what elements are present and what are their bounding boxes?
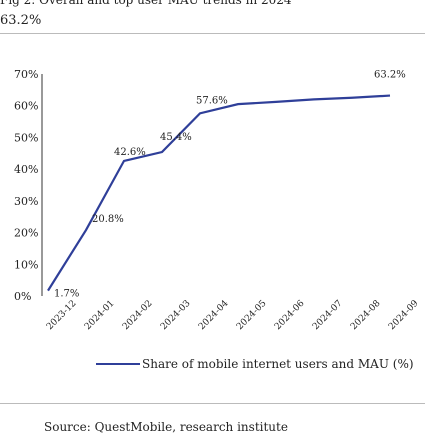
legend-line-swatch [96, 363, 140, 365]
header-title: Fig 2: Overall and top user MAU trends i… [0, 0, 292, 7]
legend: Share of mobile internet users and MAU (… [96, 356, 414, 372]
data-label: 42.6% [114, 147, 146, 158]
data-label: 1.7% [54, 289, 79, 300]
y-tick-label: 10% [14, 258, 38, 271]
source-note: Source: QuestMobile, research institute [44, 420, 288, 434]
y-tick-label: 60% [14, 100, 38, 113]
header-value: 63.2% [0, 13, 42, 28]
x-tick-label: 2024-01 [83, 299, 117, 333]
x-tick-label: 2024-06 [273, 298, 307, 332]
y-tick-label: 70% [14, 68, 38, 81]
x-tick-label: 2024-07 [311, 298, 345, 332]
x-tick-label: 2024-02 [121, 299, 155, 333]
x-tick-label: 2024-09 [387, 298, 421, 332]
x-tick-label: 2024-04 [197, 298, 231, 332]
data-label: 20.8% [92, 214, 124, 225]
top-rule [0, 33, 425, 34]
data-label: 63.2% [374, 70, 406, 81]
legend-label: Share of mobile internet users and MAU (… [142, 357, 414, 371]
series-line [47, 94, 391, 292]
bottom-rule [0, 403, 425, 404]
data-label: 45.4% [160, 132, 192, 143]
x-tick-label: 2024-03 [159, 298, 193, 332]
y-tick-label: 40% [14, 163, 38, 176]
y-tick-label: 20% [14, 227, 38, 240]
data-label: 57.6% [196, 95, 228, 106]
y-tick-label: 0% [14, 290, 31, 303]
x-tick-label: 2024-08 [349, 298, 383, 332]
y-tick-label: 50% [14, 131, 38, 144]
x-tick-label: 2024-05 [235, 298, 269, 332]
y-tick-label: 30% [14, 195, 38, 208]
line-chart: 0%10%20%30%40%50%60%70%2023-12 2024-01 202… [14, 68, 421, 333]
x-tick-label: 2023-12 [45, 299, 79, 333]
